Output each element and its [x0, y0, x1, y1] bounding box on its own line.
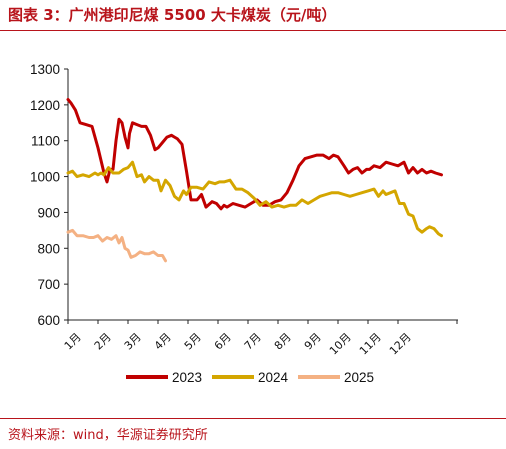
y-tick-label: 700: [37, 277, 60, 292]
y-tick-label: 600: [37, 313, 60, 328]
x-tick-label: 5月: [182, 331, 204, 353]
source-note: 资料来源：wind，华源证券研究所: [8, 428, 208, 443]
series-line-2023: [66, 98, 443, 211]
series-line-2025: [66, 228, 167, 263]
y-tick-label: 900: [37, 205, 60, 220]
x-tick-label: 10月: [327, 331, 354, 358]
y-tick-label: 1300: [30, 62, 60, 77]
x-tick-label: 2月: [92, 331, 114, 353]
series-layer: [66, 98, 443, 263]
legend-label-2024: 2024: [258, 370, 289, 385]
y-tick-label: 1000: [30, 170, 60, 185]
legend-label-2025: 2025: [344, 370, 374, 385]
x-tick-label: 7月: [242, 331, 264, 353]
x-tick-label: 1月: [62, 331, 84, 353]
legend-label-2023: 2023: [172, 370, 202, 385]
chart-title: 图表 3：广州港印尼煤 5500 大卡煤炭（元/吨）: [8, 6, 337, 24]
footer-divider: [0, 418, 506, 419]
y-tick-label: 800: [37, 241, 60, 256]
x-tick-label: 6月: [212, 331, 234, 353]
x-tick-label: 11月: [357, 331, 384, 358]
y-tick-label: 1200: [30, 98, 60, 113]
legend: 2023 2024 2025: [126, 370, 374, 385]
x-tick-label: 8月: [272, 331, 294, 353]
x-tick-label: 3月: [122, 331, 144, 353]
axes: 600 700 800 900 1000 1100 1200 1300 1月 2月 3月 4月 5月 6月…: [30, 62, 458, 357]
series-line-2024: [66, 160, 443, 238]
x-tick-label: 4月: [152, 331, 174, 353]
x-tick-label: 12月: [387, 331, 414, 358]
title-divider: [0, 30, 506, 31]
x-tick-label: 9月: [302, 331, 324, 353]
y-tick-label: 1100: [31, 134, 60, 149]
